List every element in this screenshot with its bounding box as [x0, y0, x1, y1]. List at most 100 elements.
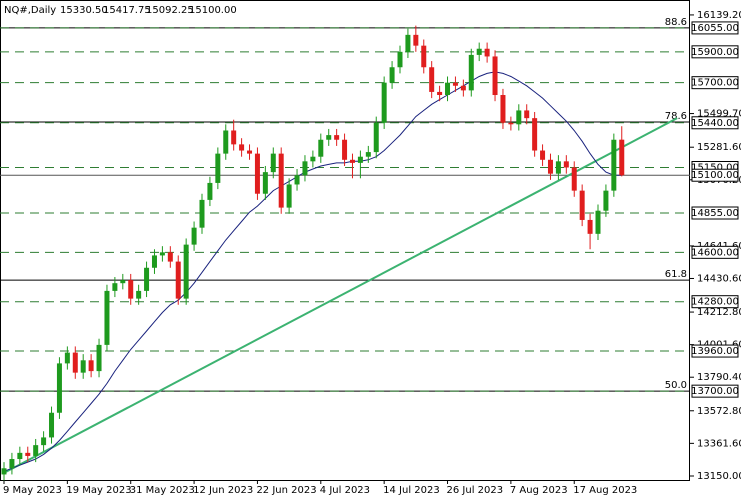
y-tick-label: 13150.00	[697, 471, 741, 482]
close-text: 15100.00	[189, 5, 237, 16]
candle-body	[96, 344, 102, 372]
level-box	[691, 384, 739, 398]
candle-body	[286, 184, 292, 208]
symbol: NQ#,Daily	[4, 5, 56, 16]
level-label: 14280.00	[691, 297, 739, 308]
candle-body	[547, 159, 553, 174]
candle-body	[17, 452, 23, 460]
fib-label: 88.6	[665, 17, 687, 28]
x-tick-label: 12 Jun 2023	[193, 485, 253, 496]
last-price-label: 15100.00	[691, 170, 739, 181]
candle-body	[183, 244, 189, 299]
level-box	[691, 206, 739, 220]
candle-body	[492, 56, 498, 96]
candle-body	[247, 150, 253, 154]
x-tick-label: 31 May 2023	[130, 485, 195, 496]
candle-body	[555, 161, 561, 174]
y-tick-label: 16139.20	[697, 10, 741, 21]
candle-body	[278, 153, 284, 208]
y-tick-label: 13790.40	[697, 372, 741, 383]
candle-body	[49, 412, 55, 438]
candle-body	[516, 110, 522, 125]
level-label: 14855.00	[691, 208, 739, 219]
fib-label: 61.8	[665, 269, 687, 280]
candle-body	[1, 468, 7, 475]
candle-body	[254, 153, 260, 194]
candle-body	[532, 118, 538, 151]
candle-body	[88, 360, 94, 372]
candle-body	[302, 161, 308, 176]
level-label: 13960.00	[691, 346, 739, 357]
candle-body	[563, 161, 569, 168]
level-label: 15440.00	[691, 118, 739, 129]
y-tick-label: 13572.80	[697, 406, 741, 417]
candle-body	[9, 459, 15, 469]
candle-body	[262, 172, 268, 194]
candle-body	[429, 67, 435, 92]
candle-body	[452, 82, 458, 86]
candle-body	[342, 139, 348, 160]
candle-body	[334, 135, 340, 140]
candle-body	[500, 95, 506, 123]
x-tick-label: 9 May 2023	[3, 485, 62, 496]
plot-frame	[0, 0, 690, 481]
candle-body	[72, 352, 78, 373]
y-tick-label: 14212.80	[697, 307, 741, 318]
level-box	[691, 45, 739, 59]
level-box	[691, 76, 739, 90]
level-label: 15700.00	[691, 78, 739, 89]
x-tick-label: 4 Jul 2023	[320, 485, 370, 496]
candle-body	[128, 280, 134, 299]
candle-body	[468, 54, 474, 91]
x-tick-label: 26 Jul 2023	[447, 485, 504, 496]
level-box	[691, 344, 739, 358]
candle-body	[310, 156, 316, 162]
x-tick-label: 19 May 2023	[66, 485, 131, 496]
candle-body	[445, 82, 451, 96]
trendline	[3, 117, 678, 474]
level-box	[691, 116, 739, 130]
candle-body	[41, 437, 47, 446]
candle-body	[540, 150, 546, 160]
low-text: 15092.25	[146, 5, 194, 16]
candle-body	[199, 199, 205, 228]
candle-body	[167, 252, 173, 262]
level-box	[691, 245, 739, 259]
level-label: 15150.00	[691, 163, 739, 174]
candle-body	[112, 283, 118, 291]
candle-body	[524, 110, 530, 119]
candle-body	[476, 48, 482, 55]
y-tick-label: 14430.60	[697, 273, 741, 284]
candle-body	[326, 135, 332, 140]
candle-body	[587, 219, 593, 234]
level-label: 15900.00	[691, 47, 739, 58]
candle-body	[571, 167, 577, 191]
candle-body	[508, 122, 514, 125]
y-tick-label: 13361.60	[697, 438, 741, 449]
level-label: 14600.00	[691, 247, 739, 258]
candle-body	[437, 91, 443, 96]
candle-body	[365, 152, 371, 157]
fib-label: 78.6	[665, 111, 687, 122]
candle-body	[33, 445, 39, 456]
level-box	[691, 21, 739, 35]
candle-body	[460, 85, 466, 91]
candle-body	[484, 48, 490, 57]
level-label: 13700.00	[691, 386, 739, 397]
candle-body	[413, 34, 419, 46]
open-text: 15330.50	[60, 5, 108, 16]
candle-body	[25, 452, 31, 456]
candle-body	[318, 139, 324, 157]
candle-body	[104, 290, 110, 345]
candle-body	[175, 261, 181, 299]
candle-body	[215, 153, 221, 183]
candle-body	[159, 252, 165, 256]
candle-body	[207, 182, 213, 200]
candle-body	[80, 360, 86, 373]
candle-body	[397, 51, 403, 68]
candle-body	[357, 156, 363, 163]
candle-body	[223, 130, 229, 154]
candle-body	[603, 190, 609, 211]
x-tick-label: 14 Jul 2023	[383, 485, 440, 496]
